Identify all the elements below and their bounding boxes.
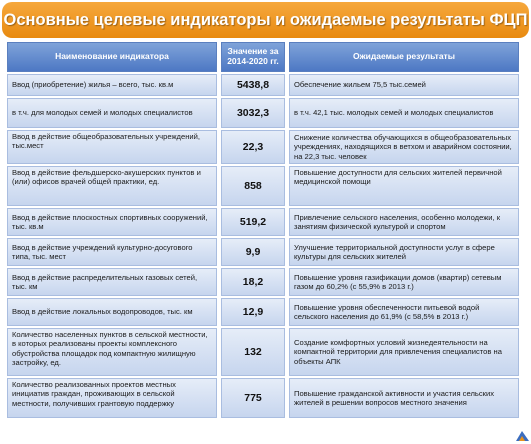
- table-row: Ввод в действие общеобразовательных учре…: [7, 130, 519, 164]
- header-indicator: Наименование индикатора: [7, 42, 217, 72]
- value-cell: 519,2: [221, 208, 285, 236]
- value-cell: 132: [221, 328, 285, 376]
- table-row: Ввод в действие учреждений культурно-дос…: [7, 238, 519, 266]
- table-row: Ввод (приобретение) жилья – всего, тыс. …: [7, 74, 519, 96]
- value-cell: 9,9: [221, 238, 285, 266]
- result-cell: Снижение количества обучающихся в общеоб…: [289, 130, 519, 164]
- indicator-cell: Ввод (приобретение) жилья – всего, тыс. …: [7, 74, 217, 96]
- indicator-cell: Количество реализованных проектов местны…: [7, 378, 217, 418]
- table-header-row: Наименование индикатора Значение за 2014…: [7, 42, 519, 72]
- value-cell: 12,9: [221, 298, 285, 326]
- page-title: Основные целевые индикаторы и ожидаемые …: [3, 10, 528, 29]
- table-row: Ввод в действие плоскостных спортивных с…: [7, 208, 519, 236]
- indicator-cell: Ввод в действие локальных водопроводов, …: [7, 298, 217, 326]
- result-cell: Создание комфортных условий жизнедеятель…: [289, 328, 519, 376]
- table-row: Количество реализованных проектов местны…: [7, 378, 519, 418]
- value-cell: 3032,3: [221, 98, 285, 128]
- result-cell: Повышение уровня обеспеченности питьевой…: [289, 298, 519, 326]
- value-cell: 775: [221, 378, 285, 418]
- indicator-cell: Ввод в действие плоскостных спортивных с…: [7, 208, 217, 236]
- table-row: в т.ч. для молодых семей и молодых специ…: [7, 98, 519, 128]
- result-cell: Обеспечение жильем 75,5 тыс.семей: [289, 74, 519, 96]
- result-cell: Повышение доступности для сельских жител…: [289, 166, 519, 206]
- result-cell: Повышение уровня газификации домов (квар…: [289, 268, 519, 296]
- indicator-cell: Ввод в действие учреждений культурно-дос…: [7, 238, 217, 266]
- header-value: Значение за 2014-2020 гг.: [221, 42, 285, 72]
- indicator-cell: Количество населенных пунктов в сельской…: [7, 328, 217, 376]
- result-cell: Повышение гражданской активности и участ…: [289, 378, 519, 418]
- indicator-cell: Ввод в действие общеобразовательных учре…: [7, 130, 217, 164]
- indicator-cell: в т.ч. для молодых семей и молодых специ…: [7, 98, 217, 128]
- indicators-table: Наименование индикатора Значение за 2014…: [3, 40, 523, 420]
- indicator-cell: Ввод в действие распределительных газовы…: [7, 268, 217, 296]
- value-cell: 18,2: [221, 268, 285, 296]
- logo-icon: [516, 431, 529, 441]
- table-row: Количество населенных пунктов в сельской…: [7, 328, 519, 376]
- result-cell: Улучшение территориальной доступности ус…: [289, 238, 519, 266]
- header-results: Ожидаемые результаты: [289, 42, 519, 72]
- table-row: Ввод в действие фельдшерско-акушерских п…: [7, 166, 519, 206]
- indicator-cell: Ввод в действие фельдшерско-акушерских п…: [7, 166, 217, 206]
- value-cell: 858: [221, 166, 285, 206]
- table-row: Ввод в действие локальных водопроводов, …: [7, 298, 519, 326]
- table-row: Ввод в действие распределительных газовы…: [7, 268, 519, 296]
- title-banner: Основные целевые индикаторы и ожидаемые …: [2, 2, 529, 38]
- value-cell: 22,3: [221, 130, 285, 164]
- result-cell: Привлечение сельского населения, особенн…: [289, 208, 519, 236]
- value-cell: 5438,8: [221, 74, 285, 96]
- result-cell: в т.ч. 42,1 тыс. молодых семей и молодых…: [289, 98, 519, 128]
